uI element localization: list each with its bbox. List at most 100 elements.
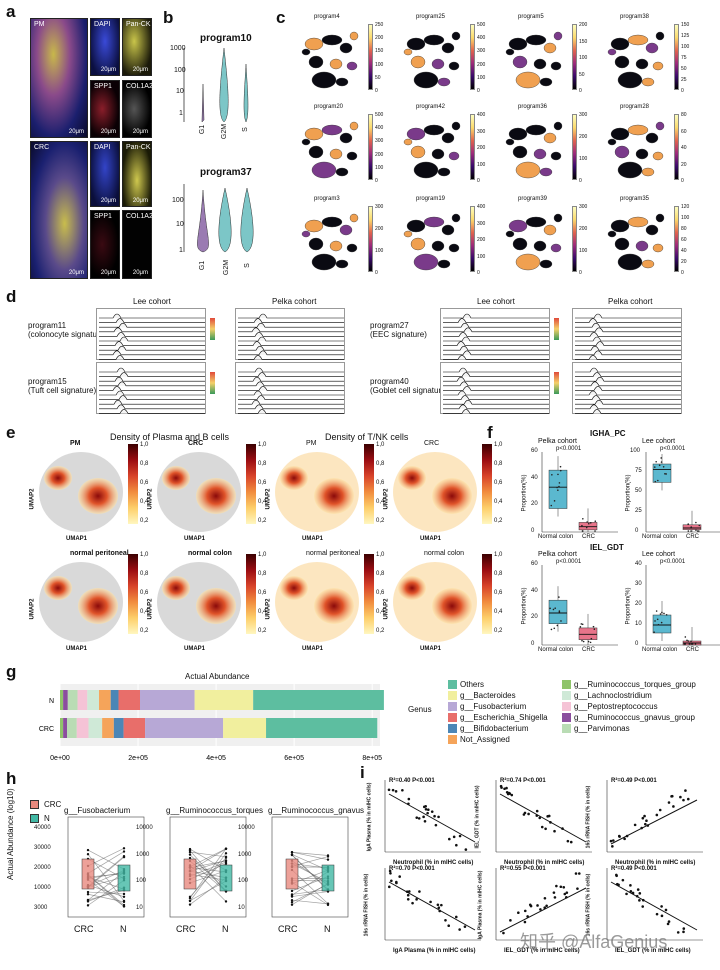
ridge-line: [238, 318, 344, 323]
umap-cluster: [413, 161, 439, 179]
ridge-line: [443, 313, 549, 319]
umap-cluster: [403, 138, 413, 146]
data-point: [551, 474, 553, 476]
abundance-title: Actual Abundance: [185, 672, 250, 681]
density-colorbar: [246, 444, 256, 524]
umap-cluster: [423, 124, 445, 136]
data-point: [188, 856, 192, 860]
data-point: [433, 814, 436, 818]
data-point: [86, 893, 90, 896]
umap1-label: UMAP1: [184, 536, 206, 542]
data-point: [437, 815, 440, 819]
crc-box: [183, 858, 197, 890]
h-xtick: CRC: [176, 924, 196, 934]
abundance-y-label: Actual Abundance (log10): [6, 788, 15, 880]
data-point: [122, 900, 126, 904]
umap-program-title: program28: [620, 104, 650, 110]
ridge-line: [575, 367, 681, 373]
data-point: [505, 786, 508, 790]
ridge-line: [238, 390, 344, 396]
data-point: [563, 892, 567, 896]
umap-cluster: [431, 148, 445, 160]
i-ylabel: 16s rRNA FISH (% in cells): [585, 785, 592, 849]
density-colorbar-tick: 0,4: [494, 609, 503, 615]
igha-pc-title: IGHA_PC: [590, 429, 626, 438]
data-point: [391, 788, 395, 792]
umap-cluster: [533, 240, 547, 252]
stacked-bar-segment: [63, 718, 68, 738]
data-point: [499, 784, 503, 788]
umap1-label: UMAP1: [66, 646, 88, 652]
umap-cluster: [304, 127, 324, 141]
umap1-label: UMAP1: [302, 646, 324, 652]
ridge-line: [575, 372, 681, 377]
ridge-line: [99, 332, 205, 337]
umap-cluster: [515, 161, 541, 179]
f-ytick: 40: [531, 474, 538, 481]
f-ytick: 50: [635, 488, 642, 494]
data-point: [418, 890, 421, 893]
data-point: [695, 529, 697, 531]
pm-col1a2-image: COL1A2 20μm: [122, 80, 153, 138]
umap-program-title: program4: [314, 14, 340, 20]
data-point: [579, 626, 582, 628]
umap-cluster: [441, 224, 455, 236]
data-point: [586, 521, 588, 523]
data-point: [122, 847, 126, 850]
umap-colorbar-tick: 200: [579, 226, 588, 232]
umap-colorbar: [470, 114, 475, 180]
umap-cluster: [423, 34, 445, 46]
legend-label: g__Lachnoclostridium: [574, 691, 652, 700]
legend-swatch: [30, 814, 39, 823]
density-hotspot: [280, 576, 308, 600]
data-point: [691, 643, 694, 645]
stacked-bar-segment: [145, 718, 224, 738]
x-tick-label: 8e+05: [362, 755, 382, 762]
i-xlabel: Neutrophil (% in mIHC cells): [615, 860, 696, 866]
umap-cluster: [505, 48, 515, 56]
ridge-plot: [96, 362, 206, 414]
umap-program-title: program5: [518, 14, 544, 20]
data-point: [578, 872, 581, 875]
f-ytick: 0: [635, 528, 639, 534]
umap-cluster: [614, 237, 630, 251]
density-colorbar: [364, 554, 374, 634]
data-point: [656, 618, 659, 621]
cohort-label: Pelka cohort: [608, 297, 653, 306]
density-colorbar-tick: 0,4: [140, 609, 149, 615]
correlation-scatter-plot: [495, 868, 592, 941]
umap-cluster: [321, 216, 343, 228]
ridge-line: [99, 381, 205, 387]
umap-colorbar: [572, 114, 577, 180]
f-ytick: 60: [531, 561, 538, 567]
program-umap: [607, 31, 665, 89]
f-xtick: CRC: [686, 647, 699, 653]
x-tick-label: 2e+05: [128, 755, 148, 762]
f-xtick: CRC: [582, 647, 595, 653]
h-ytick: 10000: [238, 825, 255, 831]
data-point: [663, 612, 665, 615]
ridge-line: [238, 386, 344, 391]
umap-cluster: [550, 243, 562, 253]
data-point: [552, 891, 556, 894]
data-point: [540, 825, 544, 829]
data-point: [523, 909, 527, 913]
stacked-bar-segment: [118, 690, 140, 710]
umap-cluster: [543, 42, 557, 54]
data-point: [574, 872, 578, 875]
program10-xtick: G1: [199, 124, 207, 135]
f-ytick: 0: [531, 528, 535, 534]
density-colorbar: [128, 554, 138, 634]
data-point: [667, 801, 671, 804]
umap-cluster: [512, 237, 528, 251]
program10-ytick: 1000: [170, 45, 186, 52]
umap-cluster: [410, 55, 426, 69]
data-point: [556, 486, 558, 489]
data-point: [434, 823, 438, 827]
legend-label: g__Fusobacterium: [460, 702, 527, 711]
ridge-plot: [440, 362, 550, 414]
data-point: [290, 899, 294, 902]
data-point: [615, 873, 618, 877]
umap-colorbar-tick: 80: [681, 226, 687, 232]
umap1-label: UMAP1: [420, 646, 442, 652]
